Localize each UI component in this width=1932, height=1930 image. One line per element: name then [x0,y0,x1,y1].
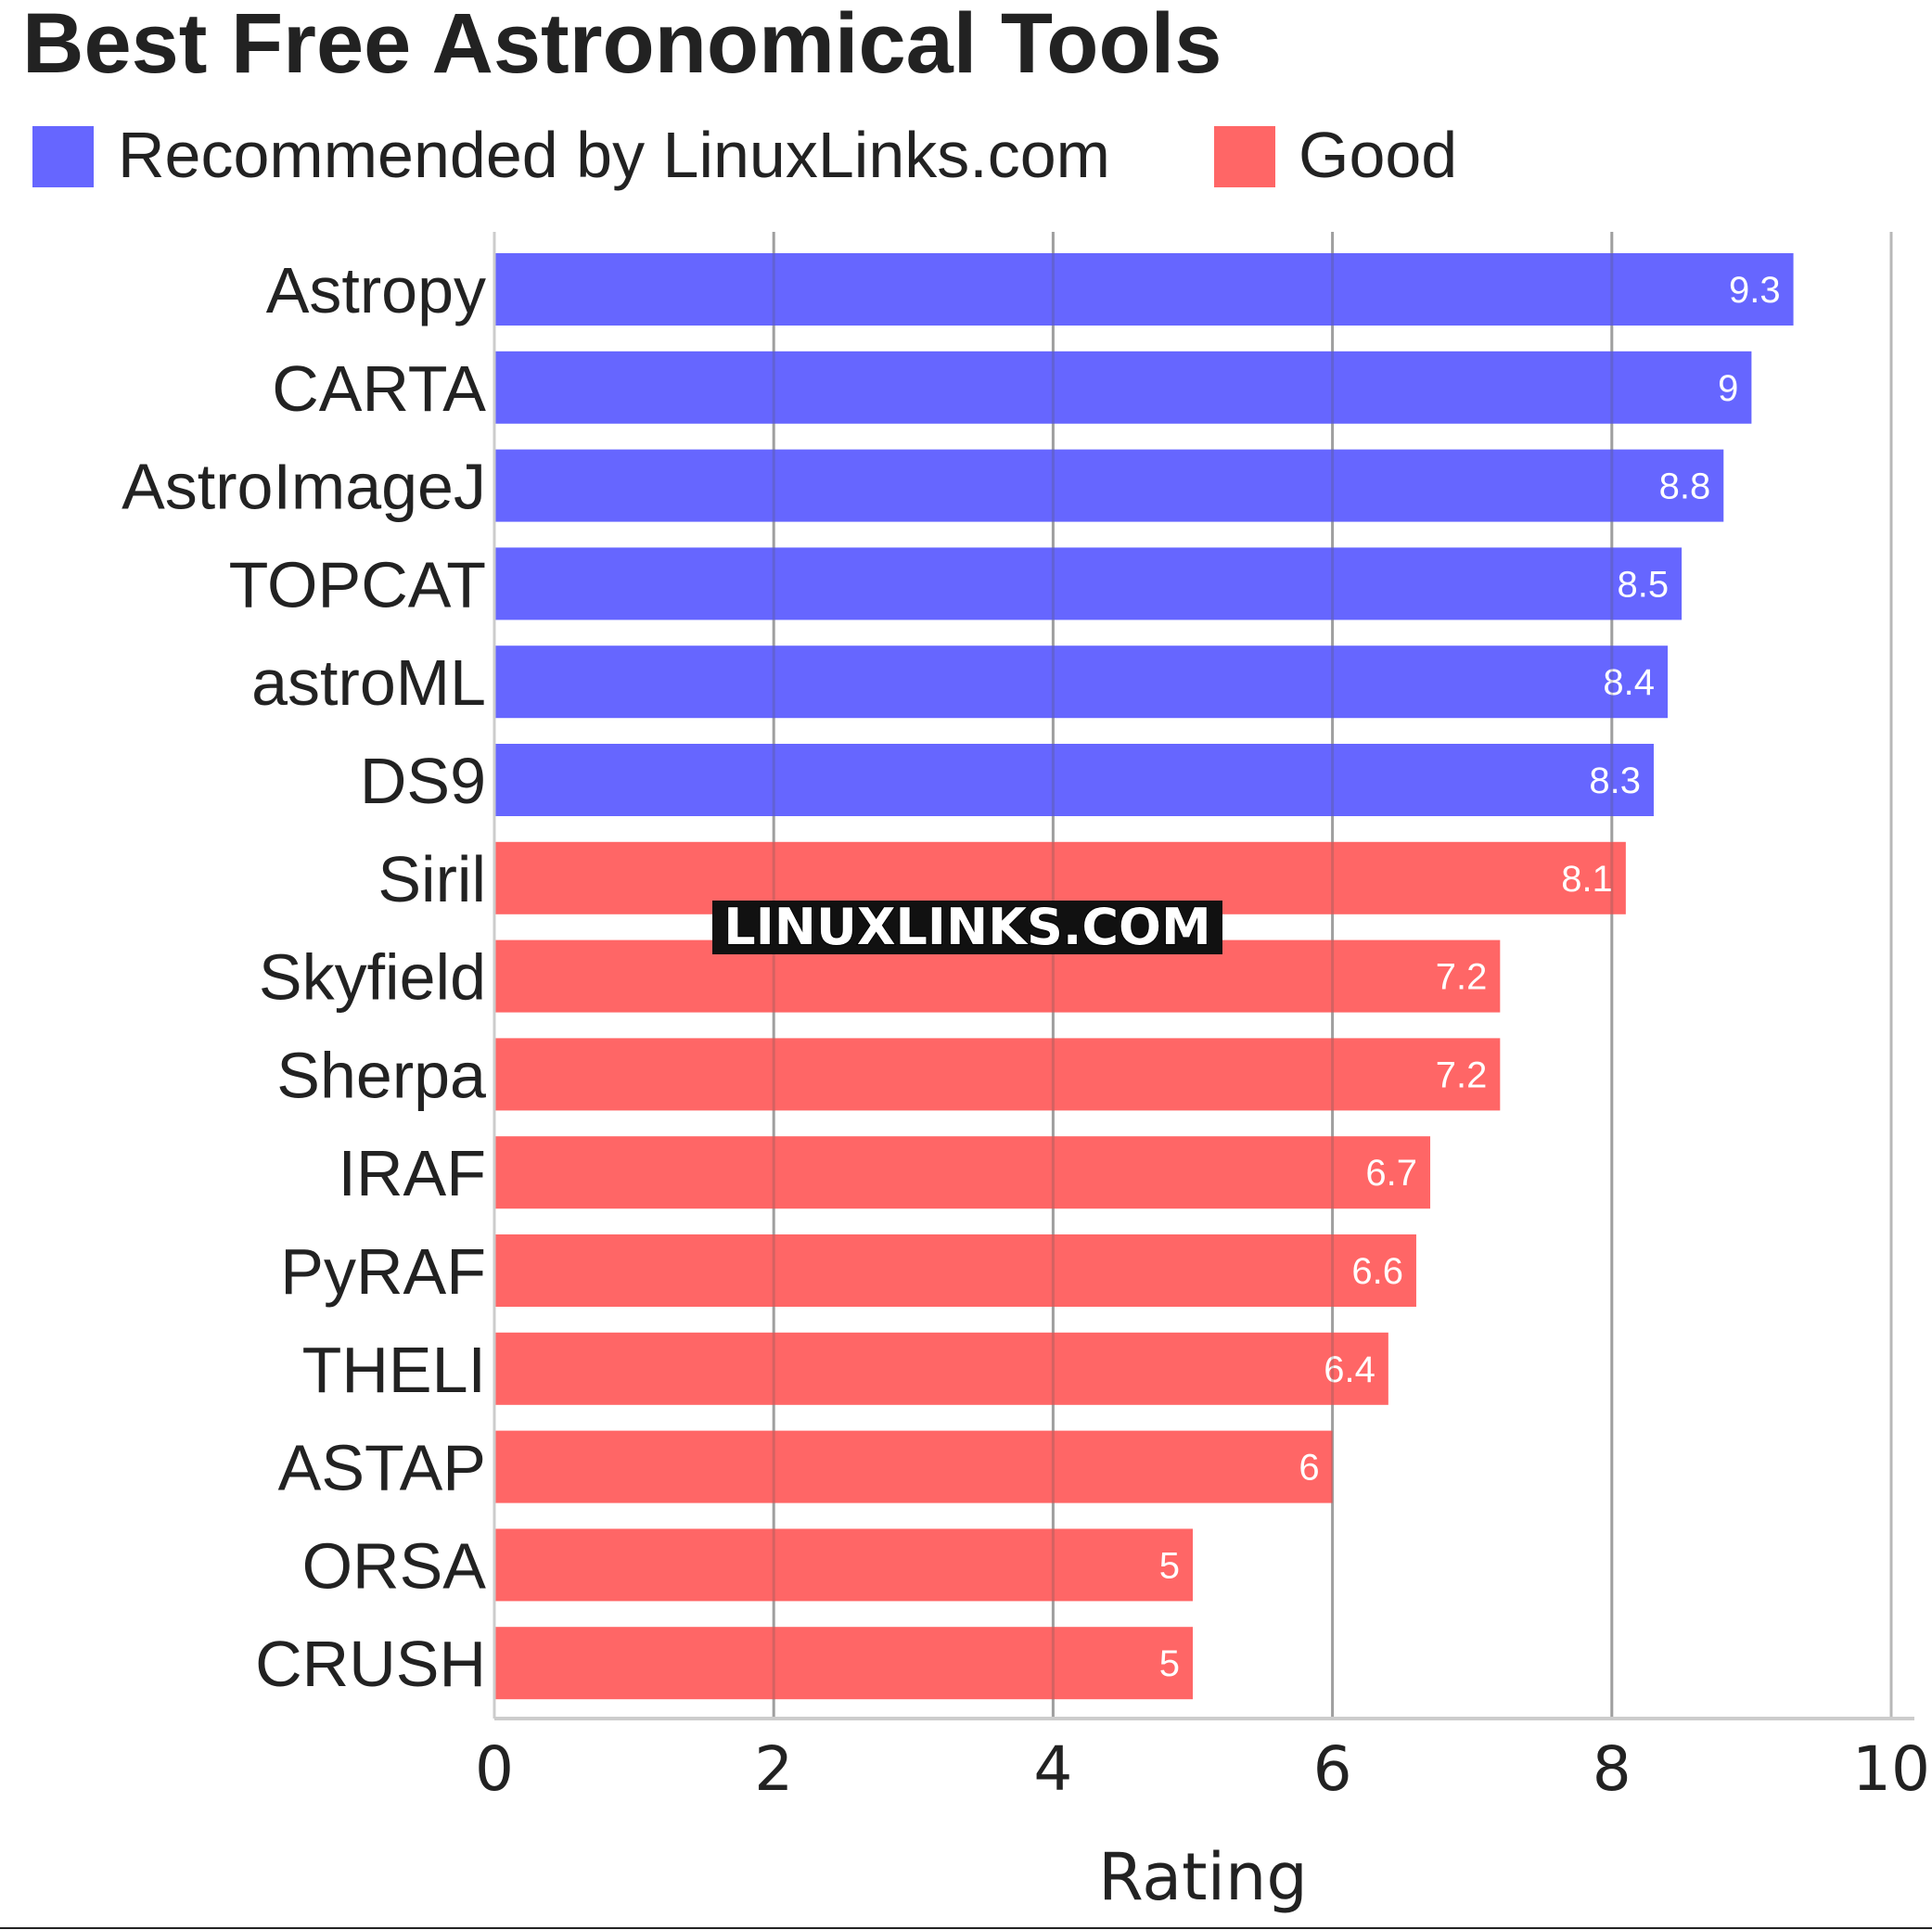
x-tick-labels: 0 2 4 6 8 10 [475,1733,1930,1805]
value-label-iraf: 6.7 [1365,1153,1417,1194]
bar-astroml [494,645,1669,719]
category-label-topcat: TOPCAT [229,548,486,620]
bars [494,253,1794,1700]
category-label-crush: CRUSH [255,1628,486,1700]
bar-iraf [494,1136,1431,1209]
x-tick-label-6: 6 [1313,1733,1352,1805]
x-axis-title: Rating [1098,1839,1308,1915]
category-label-astropy: Astropy [266,254,486,326]
axes [493,232,1914,1720]
category-label-astroml: astroML [251,646,486,719]
category-label-sherpa: Sherpa [276,1039,486,1111]
bar-astropy [494,253,1794,326]
value-label-siril: 8.1 [1561,859,1613,900]
category-label-astroimagej: AstroImageJ [122,451,486,523]
category-label-orsa: ORSA [302,1529,487,1602]
value-label-crush: 5 [1159,1643,1180,1684]
watermark: LINUXLINKS.COM [712,897,1222,957]
value-label-orsa: 5 [1159,1545,1180,1586]
bar-crush [494,1627,1193,1700]
category-label-skyfield: Skyfield [259,941,486,1014]
legend-label-recommended: Recommended by LinuxLinks.com [118,119,1110,191]
x-tick-label-4: 4 [1033,1733,1072,1805]
bar-sherpa [494,1038,1501,1111]
value-label-ds9: 8.3 [1589,760,1641,801]
legend-swatch-good [1214,126,1275,187]
value-label-skyfield: 7.2 [1436,957,1488,998]
value-label-astropy: 9.3 [1729,270,1781,311]
x-tick-label-2: 2 [754,1733,793,1805]
value-labels: 9.3 9 8.8 8.5 8.4 8.3 8.1 7.2 7.2 6.7 6.6 6.4 6 5 5 [772,232,1781,1719]
chart-title: Best Free Astronomical Tools [22,0,1222,91]
category-label-ds9: DS9 [360,745,486,817]
legend: Recommended by LinuxLinks.com Good [32,119,1457,191]
legend-swatch-recommended [32,126,94,187]
bar-carta [494,351,1752,424]
value-label-pyraf: 6.6 [1351,1251,1403,1292]
category-label-pyraf: PyRAF [280,1235,486,1308]
watermark-text: LINUXLINKS.COM [723,898,1210,956]
bar-astroimagej [494,449,1724,522]
x-tick-label-10: 10 [1852,1733,1930,1805]
value-label-theli: 6.4 [1324,1349,1375,1390]
category-labels: Astropy CARTA AstroImageJ TOPCAT astroML DS9 S… [122,254,486,1700]
bar-topcat [494,547,1683,620]
category-label-iraf: IRAF [339,1137,486,1209]
bar-astap [494,1430,1333,1503]
value-label-astap: 6 [1299,1448,1319,1489]
legend-label-good: Good [1299,119,1457,191]
bar-ds9 [494,744,1654,816]
category-label-siril: Siril [377,843,486,915]
category-label-theli: THELI [302,1334,486,1406]
category-label-astap: ASTAP [278,1432,486,1504]
bar-theli [494,1332,1388,1405]
x-tick-label-0: 0 [475,1733,514,1805]
x-tick-label-8: 8 [1593,1733,1631,1805]
value-label-astroml: 8.4 [1603,662,1655,703]
value-label-astroimagej: 8.8 [1659,467,1711,507]
value-label-sherpa: 7.2 [1436,1054,1488,1095]
category-label-carta: CARTA [272,352,486,425]
bar-pyraf [494,1234,1416,1307]
value-label-carta: 9 [1718,368,1738,409]
value-label-topcat: 8.5 [1617,564,1669,605]
bar-orsa [494,1528,1193,1602]
